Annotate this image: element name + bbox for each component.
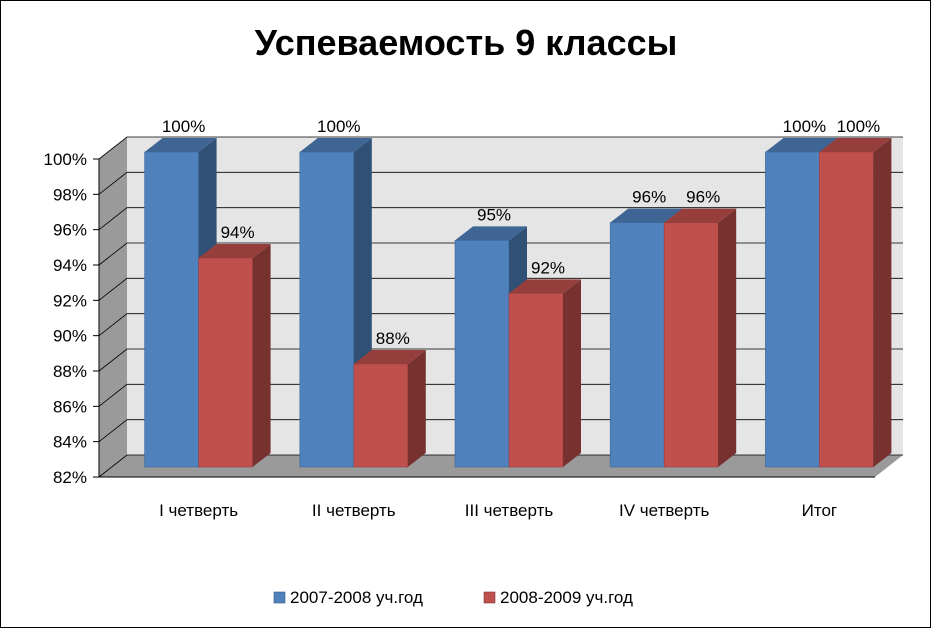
bar-top [819, 138, 892, 152]
x-tick-label: II четверть [312, 501, 396, 520]
bar-front [353, 363, 409, 468]
legend-swatch [483, 591, 496, 604]
data-label: 96% [632, 188, 666, 207]
x-tick-label: Итог [802, 501, 837, 520]
x-tick-label: I четверть [159, 501, 238, 520]
data-label: 94% [221, 223, 255, 242]
x-tick-label: IV четверть [619, 501, 709, 520]
data-label: 100% [162, 117, 205, 136]
bar-side [718, 208, 737, 467]
plot-area: 82% 84% 86% 88% 90% 92% 94% 96% 98% 100% 100% 94% I … [44, 117, 903, 520]
data-label: 88% [376, 329, 410, 348]
y-tick-label: 90% [53, 327, 87, 346]
bar-front [144, 151, 199, 468]
bar-front [663, 222, 719, 468]
bar-front [198, 257, 253, 468]
gridline [98, 207, 903, 230]
y-tick-label: 96% [53, 221, 87, 240]
y-tick-label: 82% [53, 468, 87, 487]
bar-side [873, 138, 892, 467]
bar-front [765, 151, 820, 468]
bar-side [563, 279, 581, 467]
bar-front [508, 293, 564, 468]
y-tick-label: 100% [44, 150, 87, 169]
data-label: 100% [783, 117, 826, 136]
data-label: 92% [531, 258, 565, 277]
data-label: 100% [837, 117, 880, 136]
bar-top [664, 208, 737, 223]
side-wall [99, 137, 127, 477]
y-tick-label: 86% [53, 397, 87, 416]
gridline [98, 171, 903, 195]
bar-top [353, 350, 426, 364]
legend-label: 2007-2008 уч.год [290, 588, 423, 607]
bar-side [252, 244, 271, 467]
bar-front [299, 151, 355, 468]
bar-top [198, 244, 271, 258]
bar-top [455, 226, 527, 241]
bar-top [610, 208, 683, 223]
legend: 2007-2008 уч.год 2008-2009 уч.год [273, 588, 633, 607]
legend-label: 2008-2009 уч.год [500, 588, 633, 607]
data-label: 96% [686, 188, 720, 207]
bar-front [819, 151, 874, 468]
y-tick-label: 98% [53, 185, 87, 204]
bar-front [454, 240, 510, 468]
y-tick-label: 88% [53, 362, 87, 381]
bar-top [509, 279, 581, 294]
bar-side [407, 350, 426, 467]
bar-top [299, 138, 372, 152]
y-tick-label: 94% [53, 256, 87, 275]
y-tick-label: 84% [53, 433, 87, 452]
legend-swatch [273, 591, 286, 604]
data-label: 95% [477, 205, 511, 224]
x-tick-label: III четверть [465, 501, 554, 520]
chart-title: Успеваемость 9 классы [255, 22, 678, 63]
gridline [98, 136, 903, 160]
bar-top [144, 138, 217, 152]
data-label: 100% [317, 117, 360, 136]
bar-top [765, 138, 838, 152]
y-tick-label: 92% [53, 291, 87, 310]
bar-front [609, 222, 665, 468]
